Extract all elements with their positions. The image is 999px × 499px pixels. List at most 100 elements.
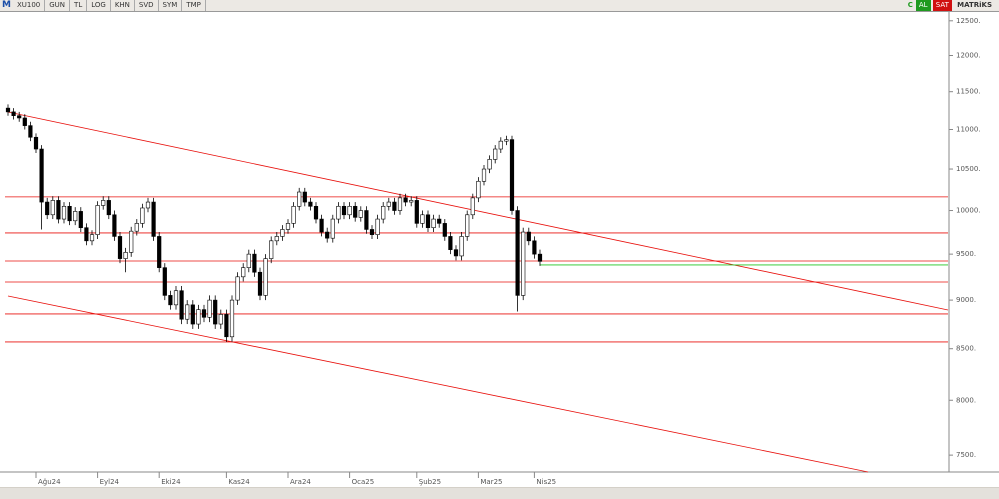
candle-body: [257, 271, 263, 296]
y-tick-label: 9000.: [956, 296, 976, 304]
candle-body: [50, 200, 55, 216]
candle-body: [17, 115, 22, 119]
candle-body: [207, 299, 212, 318]
x-tick-label: Nis25: [536, 478, 556, 486]
candle-body: [431, 218, 436, 229]
candle-body: [252, 253, 257, 273]
trend-line: [7, 295, 869, 473]
candle-body: [302, 191, 307, 203]
x-tick-label: Ara24: [290, 478, 311, 486]
candle-body: [453, 249, 459, 257]
candle-body: [61, 205, 67, 220]
candle-body: [269, 240, 274, 259]
candle-body: [241, 267, 246, 278]
candle-body: [67, 205, 72, 222]
buttons: GUN TL LOG KHN SVD SYM TMP: [45, 0, 206, 11]
candle-body: [235, 276, 240, 301]
candle-body: [532, 240, 537, 255]
y-tick-label: 11000.: [956, 125, 981, 133]
y-tick-label: 8000.: [956, 396, 976, 404]
candle-body: [537, 253, 543, 262]
candle-body: [45, 201, 50, 216]
toolbar-button[interactable]: TL: [70, 0, 88, 11]
candle-body: [420, 214, 425, 224]
candle-body: [263, 258, 268, 296]
x-tick-label: Oca25: [352, 478, 375, 486]
candle-body: [274, 236, 279, 242]
candle-body: [218, 314, 223, 325]
candle-body: [358, 210, 363, 218]
candle-body: [465, 214, 470, 237]
y-tick-label: 7500.: [956, 451, 976, 459]
candle-body: [229, 299, 235, 338]
candle-body: [437, 218, 442, 224]
candle-body: [381, 205, 386, 220]
candle-body: [162, 267, 167, 296]
toolbar-button[interactable]: KHN: [111, 0, 135, 11]
x-tick-label: Kas24: [228, 478, 250, 486]
toolbar-right: C AL SAT MATRiKS: [905, 0, 995, 11]
candle-body: [134, 223, 139, 232]
toolbar-button[interactable]: SYM: [159, 0, 183, 11]
toolbar-button[interactable]: SVD: [135, 0, 159, 11]
candle-body: [112, 214, 117, 237]
candle-body: [308, 201, 313, 207]
candle-body: [129, 230, 134, 253]
candle-body: [336, 205, 341, 220]
x-tick-label: Eyl24: [100, 478, 120, 486]
y-tick-label: 10500.: [956, 165, 981, 173]
candle-body: [526, 231, 531, 242]
candle-body: [414, 200, 419, 224]
symbol[interactable]: XU100: [13, 0, 46, 11]
candle-body: [101, 200, 106, 206]
candle-body: [89, 234, 95, 242]
scrollbar[interactable]: [0, 488, 999, 499]
candle-body: [364, 210, 369, 230]
candle-body: [459, 236, 464, 257]
candle-body: [476, 180, 481, 199]
candle-body: [291, 205, 296, 224]
candle-body: [521, 231, 526, 296]
candle-body: [11, 111, 16, 116]
status: C: [907, 1, 913, 9]
candle-body: [117, 236, 123, 259]
toolbar: M XU100 GUN TL LOG KHN SVD SYM TMP C AL SAT MATRi…: [0, 0, 999, 12]
candle-body: [403, 197, 408, 203]
candle-body: [196, 309, 201, 325]
candle-body: [515, 210, 520, 296]
candle-body: [409, 200, 414, 203]
chart: 7500. 8000. 8500. 9000. 9500. 10000. 10500. 110…: [0, 12, 999, 499]
candle-body: [73, 211, 78, 222]
candle-body: [56, 200, 61, 220]
buy-button[interactable]: AL: [915, 0, 931, 11]
candle-body: [442, 223, 447, 237]
candle-body: [285, 223, 291, 230]
logo: M: [2, 0, 11, 10]
y-tick-label: 12500.: [956, 17, 981, 25]
candle-body: [504, 139, 509, 142]
candle-body: [330, 218, 335, 239]
candle-body: [392, 201, 397, 211]
toolbar-button[interactable]: GUN: [45, 0, 71, 11]
candle-body: [84, 227, 89, 242]
candle-body: [213, 299, 218, 325]
toolbar-button[interactable]: TMP: [182, 0, 206, 11]
candle-body: [487, 159, 492, 170]
y-tick-label: 10000.: [956, 207, 981, 215]
candle-body: [201, 309, 207, 318]
y-tick-label: 12000.: [956, 52, 981, 60]
candle-body: [386, 201, 391, 207]
toolbar-button[interactable]: LOG: [87, 0, 111, 11]
candle-body: [347, 205, 352, 216]
candle-body: [179, 290, 184, 320]
candle-body: [313, 205, 319, 220]
sell-button[interactable]: SAT: [932, 0, 952, 11]
candle-body: [325, 231, 330, 239]
candle-body: [246, 253, 251, 268]
candle-body: [224, 314, 229, 338]
candle-body: [5, 107, 11, 113]
candle-body: [509, 139, 515, 211]
candle-body: [498, 140, 503, 150]
candle-body: [33, 136, 39, 150]
candle-body: [140, 207, 145, 224]
